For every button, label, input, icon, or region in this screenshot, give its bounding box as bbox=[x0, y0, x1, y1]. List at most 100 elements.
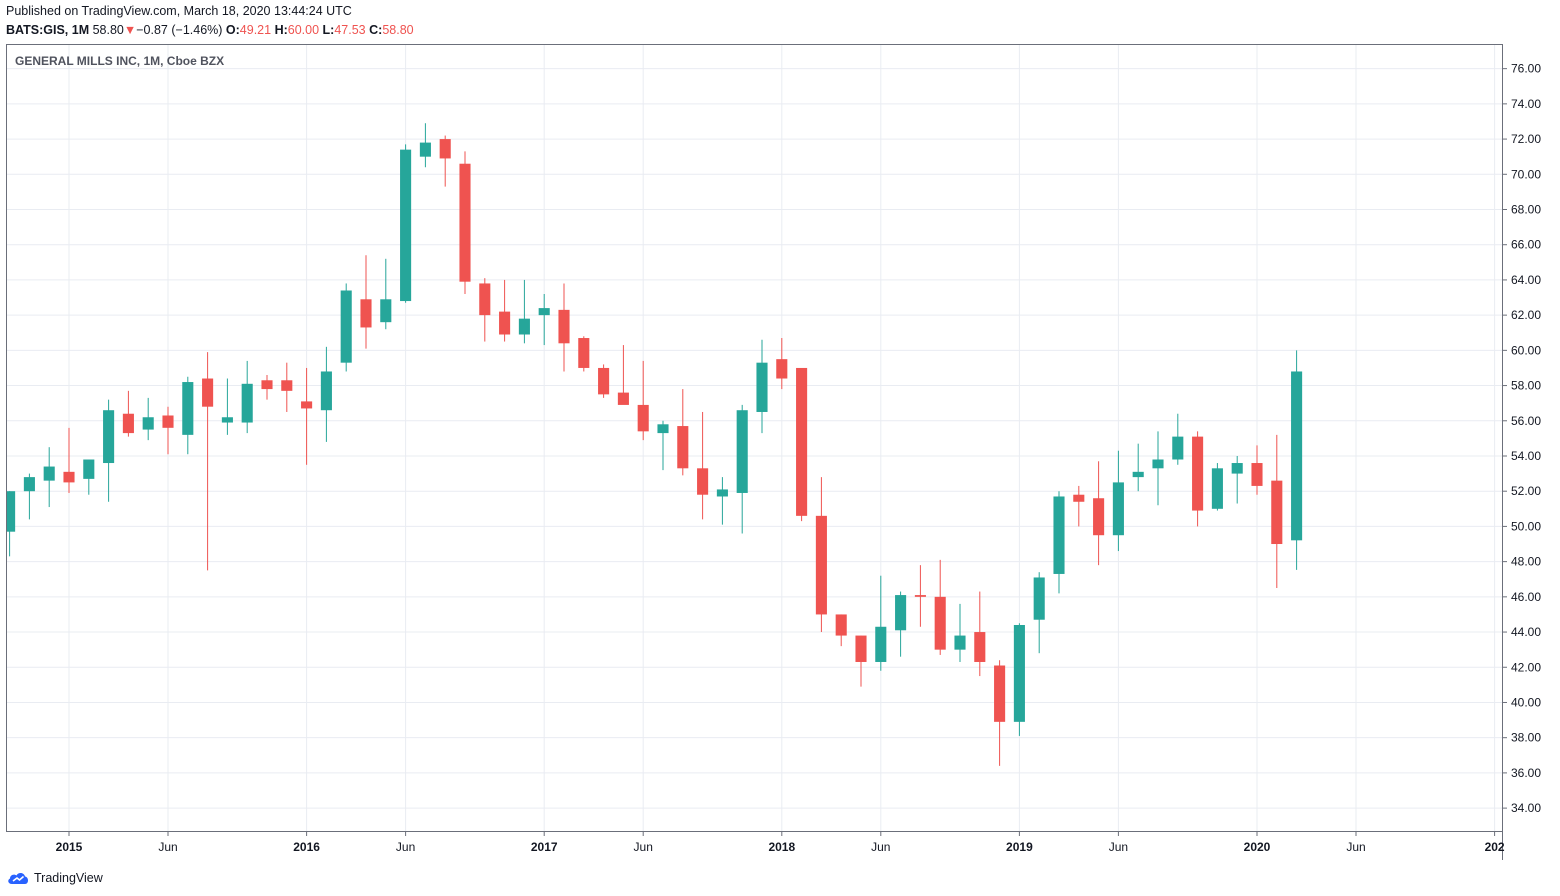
candle-down bbox=[776, 338, 788, 390]
candle-body bbox=[400, 149, 412, 302]
time-axis[interactable]: 2015 Jun 2016 Jun 2017 Jun 2018 Jun 2019 Jun 2020 J… bbox=[56, 831, 1505, 854]
candle-up bbox=[716, 477, 728, 525]
candle-down bbox=[301, 367, 313, 465]
candle-body bbox=[380, 299, 392, 323]
time-tick-label: Jun bbox=[158, 840, 177, 854]
time-tick-label: Jun bbox=[1346, 840, 1365, 854]
brand-name: TradingView bbox=[34, 871, 103, 885]
candle-up bbox=[182, 376, 194, 455]
time-tick-label: 2018 bbox=[768, 840, 795, 854]
candle-down bbox=[994, 660, 1006, 766]
chart-title: GENERAL MILLS INC, 1M, Cboe BZX bbox=[15, 54, 224, 68]
candle-up bbox=[419, 123, 431, 168]
candle-body bbox=[558, 309, 570, 344]
candle-body bbox=[83, 459, 95, 479]
candle-body bbox=[499, 311, 511, 335]
candle-body bbox=[281, 380, 293, 391]
candle-body bbox=[1192, 436, 1204, 511]
candle-body bbox=[1152, 459, 1164, 469]
candle-down bbox=[1093, 461, 1105, 566]
price-tick-label: 36.00 bbox=[1511, 766, 1541, 780]
candle-down bbox=[360, 255, 372, 349]
candle-down bbox=[122, 390, 134, 437]
candle-body bbox=[637, 404, 649, 432]
time-tick-label: 2019 bbox=[1006, 840, 1033, 854]
footer[interactable]: TradingView bbox=[6, 866, 103, 890]
candle-up bbox=[1053, 491, 1065, 594]
time-tick-label: Jun bbox=[871, 840, 890, 854]
candle-body bbox=[1132, 471, 1144, 478]
candle-down bbox=[558, 283, 570, 372]
price-tick-label: 58.00 bbox=[1511, 379, 1541, 393]
price-tick-label: 72.00 bbox=[1511, 132, 1541, 146]
candle-down bbox=[1192, 431, 1204, 527]
candle-body bbox=[221, 417, 233, 423]
candle-up bbox=[1211, 463, 1223, 511]
last-price: 58.80 bbox=[92, 23, 124, 37]
price-tick-label: 42.00 bbox=[1511, 660, 1541, 674]
price-tick-label: 34.00 bbox=[1511, 801, 1541, 815]
candle-down bbox=[1271, 434, 1283, 589]
price-axis[interactable]: 34.00 36.00 38.00 40.00 42.00 44.00 46.00 48.00… bbox=[1502, 62, 1541, 815]
time-tick-label: 2015 bbox=[56, 840, 83, 854]
candle-body bbox=[459, 163, 471, 282]
candle-body bbox=[320, 371, 332, 411]
candle-body bbox=[43, 466, 55, 481]
candle-body bbox=[835, 614, 847, 636]
candle-body bbox=[182, 382, 194, 435]
candle-down bbox=[914, 565, 926, 627]
candle-body bbox=[697, 468, 709, 495]
candle-body bbox=[142, 417, 154, 430]
price-tick-label: 38.00 bbox=[1511, 731, 1541, 745]
price-change: −0.87 (−1.46%) bbox=[136, 23, 223, 37]
low-label: L: bbox=[322, 23, 335, 37]
tradingview-cloud-icon bbox=[8, 872, 28, 884]
candle-down bbox=[281, 362, 293, 412]
time-tick-label: 202 bbox=[1485, 840, 1505, 854]
grid bbox=[6, 44, 1502, 831]
candle-body bbox=[1093, 498, 1105, 536]
candle-body bbox=[578, 338, 590, 368]
candle-up bbox=[6, 491, 16, 557]
candle-up bbox=[83, 459, 95, 495]
candle-down bbox=[934, 559, 946, 655]
candle-body bbox=[241, 383, 253, 423]
candle-down bbox=[617, 345, 629, 405]
candle-up bbox=[1152, 431, 1164, 506]
time-tick-label: Jun bbox=[396, 840, 415, 854]
candle-body bbox=[776, 359, 788, 379]
candle-up bbox=[1172, 413, 1184, 465]
candle-body bbox=[479, 283, 491, 316]
price-tick-label: 62.00 bbox=[1511, 308, 1541, 322]
price-tick-label: 74.00 bbox=[1511, 97, 1541, 111]
candle-up bbox=[43, 447, 55, 508]
candle-body bbox=[994, 665, 1006, 722]
candle-down bbox=[815, 477, 827, 633]
candle-down bbox=[578, 336, 590, 372]
candle-up bbox=[1132, 443, 1144, 492]
time-tick-label: 2016 bbox=[293, 840, 320, 854]
candle-down bbox=[637, 360, 649, 441]
candle-body bbox=[340, 290, 352, 363]
candle-up bbox=[875, 575, 887, 671]
candle-up bbox=[895, 591, 907, 657]
price-tick-label: 44.00 bbox=[1511, 625, 1541, 639]
candle-body bbox=[1033, 577, 1045, 620]
candle-down bbox=[855, 635, 867, 687]
chart-header: Published on TradingView.com, March 18, … bbox=[6, 2, 414, 40]
candle-up bbox=[400, 144, 412, 303]
price-tick-label: 40.00 bbox=[1511, 695, 1541, 709]
candle-body bbox=[261, 380, 273, 390]
candle-body bbox=[301, 401, 313, 409]
candle-down bbox=[459, 151, 471, 295]
candle-body bbox=[1231, 463, 1243, 474]
candle-up bbox=[756, 339, 768, 434]
price-tick-label: 70.00 bbox=[1511, 167, 1541, 181]
candle-body bbox=[617, 392, 629, 405]
candle-body bbox=[598, 367, 610, 395]
candle-body bbox=[122, 413, 134, 434]
candle-body bbox=[518, 318, 530, 335]
price-tick-label: 68.00 bbox=[1511, 202, 1541, 216]
candle-up bbox=[320, 346, 332, 442]
